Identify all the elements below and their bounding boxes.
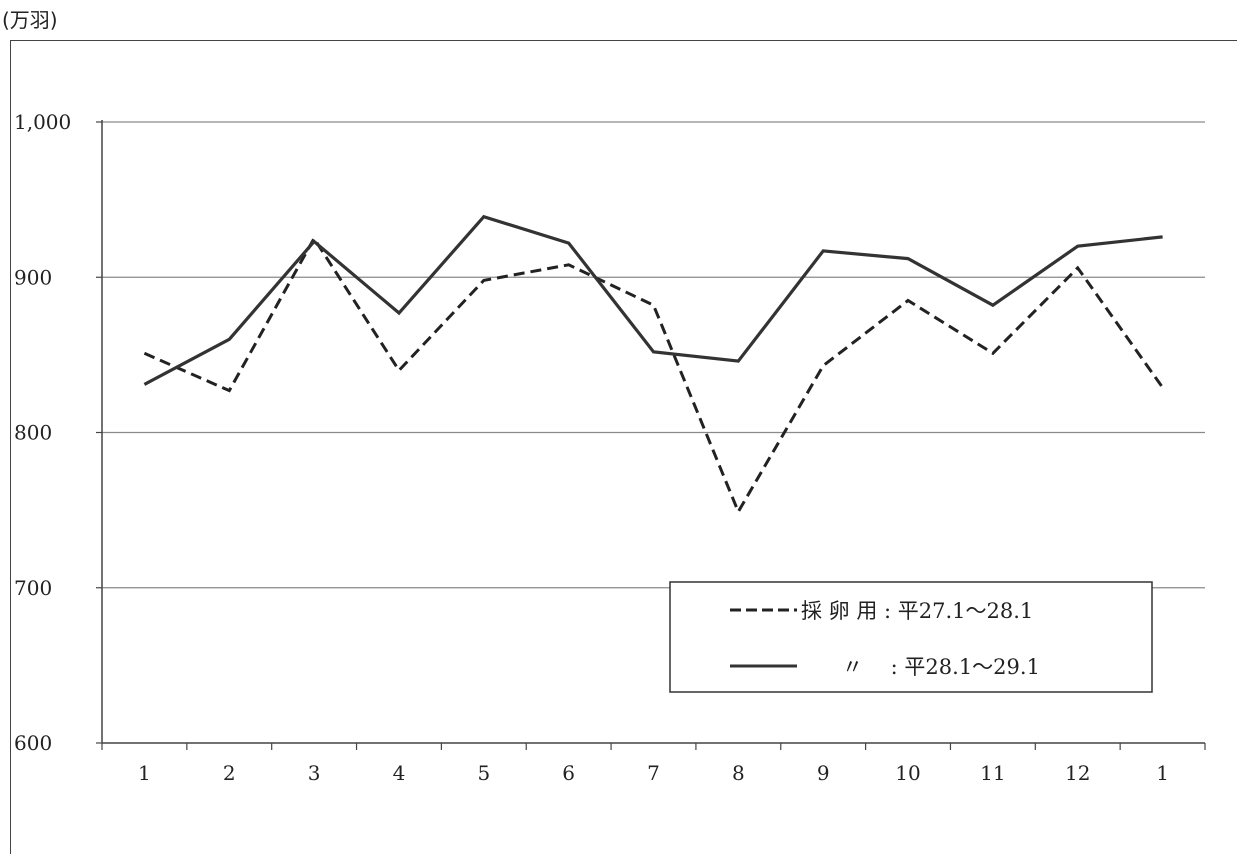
x-tick-label-2: 2 [223,761,236,785]
x-tick-label-9: 9 [817,761,830,785]
chart-frame [10,40,1237,854]
x-tick-label-3: 3 [308,761,321,785]
series-line-1 [143,235,1164,516]
x-tick-label-1: 1 [138,761,151,785]
x-tick-label-4: 4 [393,761,406,785]
x-tick-label-7: 7 [647,761,660,785]
y-tick-labels: 600 700 800 900 1,000 [14,110,71,755]
series-line-2 [143,214,1163,386]
x-tick-label-10: 10 [895,761,920,785]
x-tick-label-6: 6 [562,761,575,785]
y-tick-label-700: 700 [14,576,52,600]
axes [96,120,1206,750]
legend-box [669,581,1153,693]
y-tick-label-1000: 1,000 [14,110,71,134]
y-unit-label: (万羽) [2,8,58,32]
legend-label-series-1: 採 卵 用 : 平27.1～28.1 [801,599,1033,623]
x-tick-labels: 1 2 3 4 5 6 7 8 9 10 11 12 1 [138,761,1169,785]
series-lines [143,214,1164,516]
x-tick-label-5: 5 [477,761,490,785]
legend-label-series-2: 〃 : 平28.1～29.1 [842,655,1040,679]
grid-lines [102,121,1205,589]
x-tick-label-12: 12 [1065,761,1090,785]
legend: 採 卵 用 : 平27.1～28.1 〃 : 平28.1～29.1 [669,581,1153,693]
x-tick-label-13: 1 [1156,761,1169,785]
x-tick-label-8: 8 [732,761,745,785]
y-tick-label-900: 900 [14,265,52,289]
y-tick-label-800: 800 [14,421,52,445]
x-tick-label-11: 11 [980,761,1005,785]
y-tick-label-600: 600 [14,731,52,755]
